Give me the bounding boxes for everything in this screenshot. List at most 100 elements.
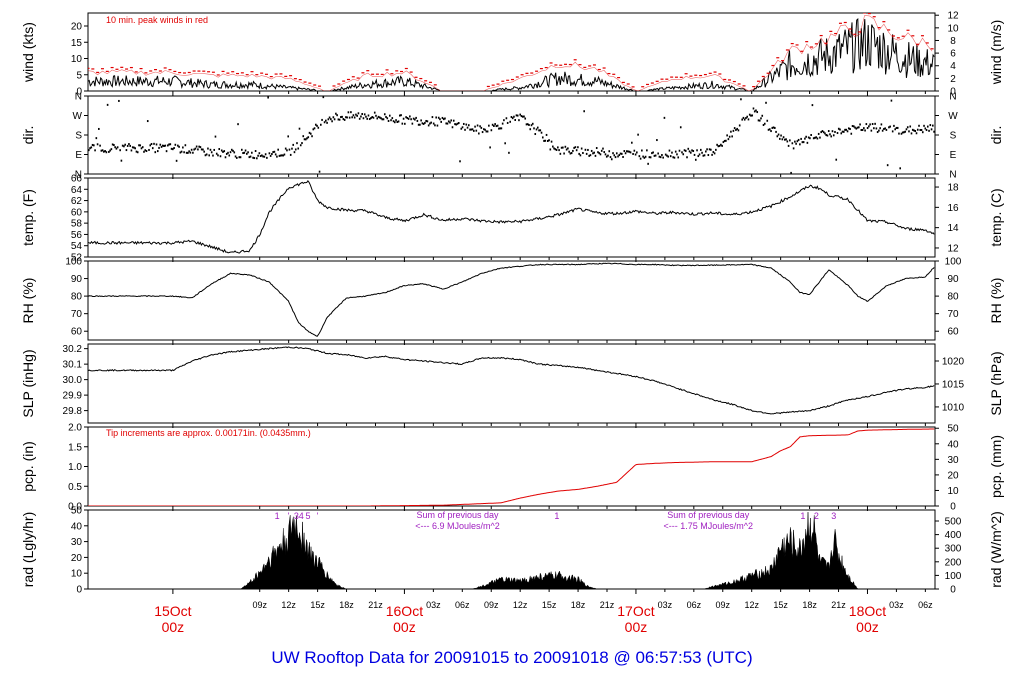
direction-point bbox=[597, 151, 599, 154]
direction-point bbox=[607, 154, 609, 157]
direction-point bbox=[130, 149, 133, 152]
direction-point bbox=[381, 118, 384, 121]
peak-wind-mark bbox=[761, 75, 765, 78]
direction-point bbox=[880, 123, 883, 126]
direction-point bbox=[382, 118, 385, 121]
direction-point bbox=[499, 127, 501, 130]
direction-point bbox=[405, 116, 407, 119]
peak-wind-mark bbox=[916, 43, 920, 45]
peak-wind-mark bbox=[409, 71, 413, 73]
direction-point bbox=[644, 155, 647, 158]
direction-point bbox=[289, 153, 292, 156]
direction-point bbox=[851, 125, 854, 128]
peak-wind-mark bbox=[641, 86, 645, 88]
direction-point bbox=[567, 147, 569, 150]
direction-point bbox=[885, 128, 888, 131]
peak-wind-mark bbox=[723, 78, 727, 81]
direction-point bbox=[807, 136, 810, 139]
rad-sum-label: Sum of previous day bbox=[416, 510, 499, 520]
direction-point bbox=[471, 128, 474, 131]
direction-point bbox=[817, 132, 820, 135]
direction-point bbox=[899, 167, 902, 170]
y-tick-label: 100 bbox=[65, 257, 82, 268]
direction-point bbox=[303, 138, 306, 141]
x-tick-label: 06z bbox=[687, 600, 702, 610]
direction-point bbox=[632, 152, 634, 155]
direction-point bbox=[348, 116, 351, 119]
x-tick-label: 12z bbox=[744, 600, 759, 610]
direction-point bbox=[358, 117, 361, 120]
direction-point bbox=[539, 129, 542, 132]
peak-wind-mark bbox=[428, 81, 432, 83]
peak-wind-mark bbox=[385, 69, 389, 71]
direction-point bbox=[806, 141, 809, 144]
direction-point bbox=[873, 127, 875, 130]
direction-point bbox=[700, 148, 702, 151]
direction-point bbox=[353, 116, 356, 119]
direction-point bbox=[261, 154, 263, 157]
direction-point bbox=[772, 126, 775, 129]
direction-point bbox=[657, 152, 659, 155]
y-tick-label-right: 0 bbox=[950, 585, 956, 596]
direction-point bbox=[225, 152, 228, 155]
direction-point bbox=[627, 150, 629, 153]
y-tick-label-right: 20 bbox=[947, 470, 959, 481]
direction-point bbox=[189, 151, 192, 154]
direction-point bbox=[103, 150, 105, 153]
direction-point bbox=[486, 130, 489, 133]
x-tick-label: 12z bbox=[281, 600, 296, 610]
direction-point bbox=[323, 121, 326, 124]
direction-point bbox=[730, 130, 732, 133]
peak-wind-mark bbox=[115, 68, 119, 70]
direction-point bbox=[694, 158, 697, 161]
direction-point bbox=[165, 150, 168, 153]
direction-point bbox=[361, 113, 363, 116]
direction-point bbox=[179, 151, 182, 154]
direction-point bbox=[827, 130, 830, 133]
direction-point bbox=[376, 117, 379, 120]
rad-sum-value: <--- 6.9 MJoules/m^2 bbox=[415, 521, 500, 531]
direction-point bbox=[643, 156, 646, 159]
direction-point bbox=[659, 156, 662, 159]
direction-point bbox=[747, 118, 750, 121]
direction-point bbox=[890, 99, 893, 102]
direction-point bbox=[464, 128, 466, 131]
peak-wind-mark bbox=[790, 42, 794, 45]
direction-point bbox=[460, 127, 463, 130]
peak-wind-mark bbox=[351, 76, 355, 78]
direction-point bbox=[673, 156, 676, 159]
peak-wind-mark bbox=[375, 73, 379, 75]
direction-point bbox=[826, 134, 829, 137]
direction-point bbox=[874, 122, 876, 125]
direction-point bbox=[523, 115, 525, 118]
direction-point bbox=[934, 130, 935, 133]
direction-point bbox=[272, 151, 274, 154]
direction-point bbox=[212, 154, 214, 157]
direction-point bbox=[855, 127, 858, 130]
peak-wind-mark bbox=[665, 78, 669, 80]
direction-point bbox=[548, 139, 550, 142]
direction-point bbox=[488, 124, 490, 127]
y-tick-label: 0.0 bbox=[68, 502, 82, 513]
direction-point bbox=[555, 148, 558, 151]
direction-point bbox=[195, 145, 198, 148]
direction-point bbox=[345, 116, 347, 119]
direction-point bbox=[118, 99, 120, 102]
y-axis-title: temp. (F) bbox=[20, 189, 36, 246]
direction-point bbox=[752, 107, 755, 110]
peak-wind-mark bbox=[491, 84, 495, 86]
y-tick-label-right: S bbox=[950, 131, 957, 142]
peak-wind-mark bbox=[795, 44, 799, 46]
direction-point bbox=[901, 131, 904, 134]
peak-wind-mark bbox=[544, 66, 548, 69]
peak-wind-mark bbox=[260, 72, 264, 74]
direction-point bbox=[920, 129, 923, 132]
direction-point bbox=[167, 144, 169, 147]
direction-point bbox=[299, 144, 302, 147]
y-tick-label-right: N bbox=[949, 170, 956, 181]
direction-point bbox=[534, 133, 537, 136]
direction-point bbox=[526, 123, 529, 126]
direction-point bbox=[771, 126, 774, 129]
peak-wind-mark bbox=[549, 62, 553, 64]
direction-point bbox=[538, 129, 540, 132]
